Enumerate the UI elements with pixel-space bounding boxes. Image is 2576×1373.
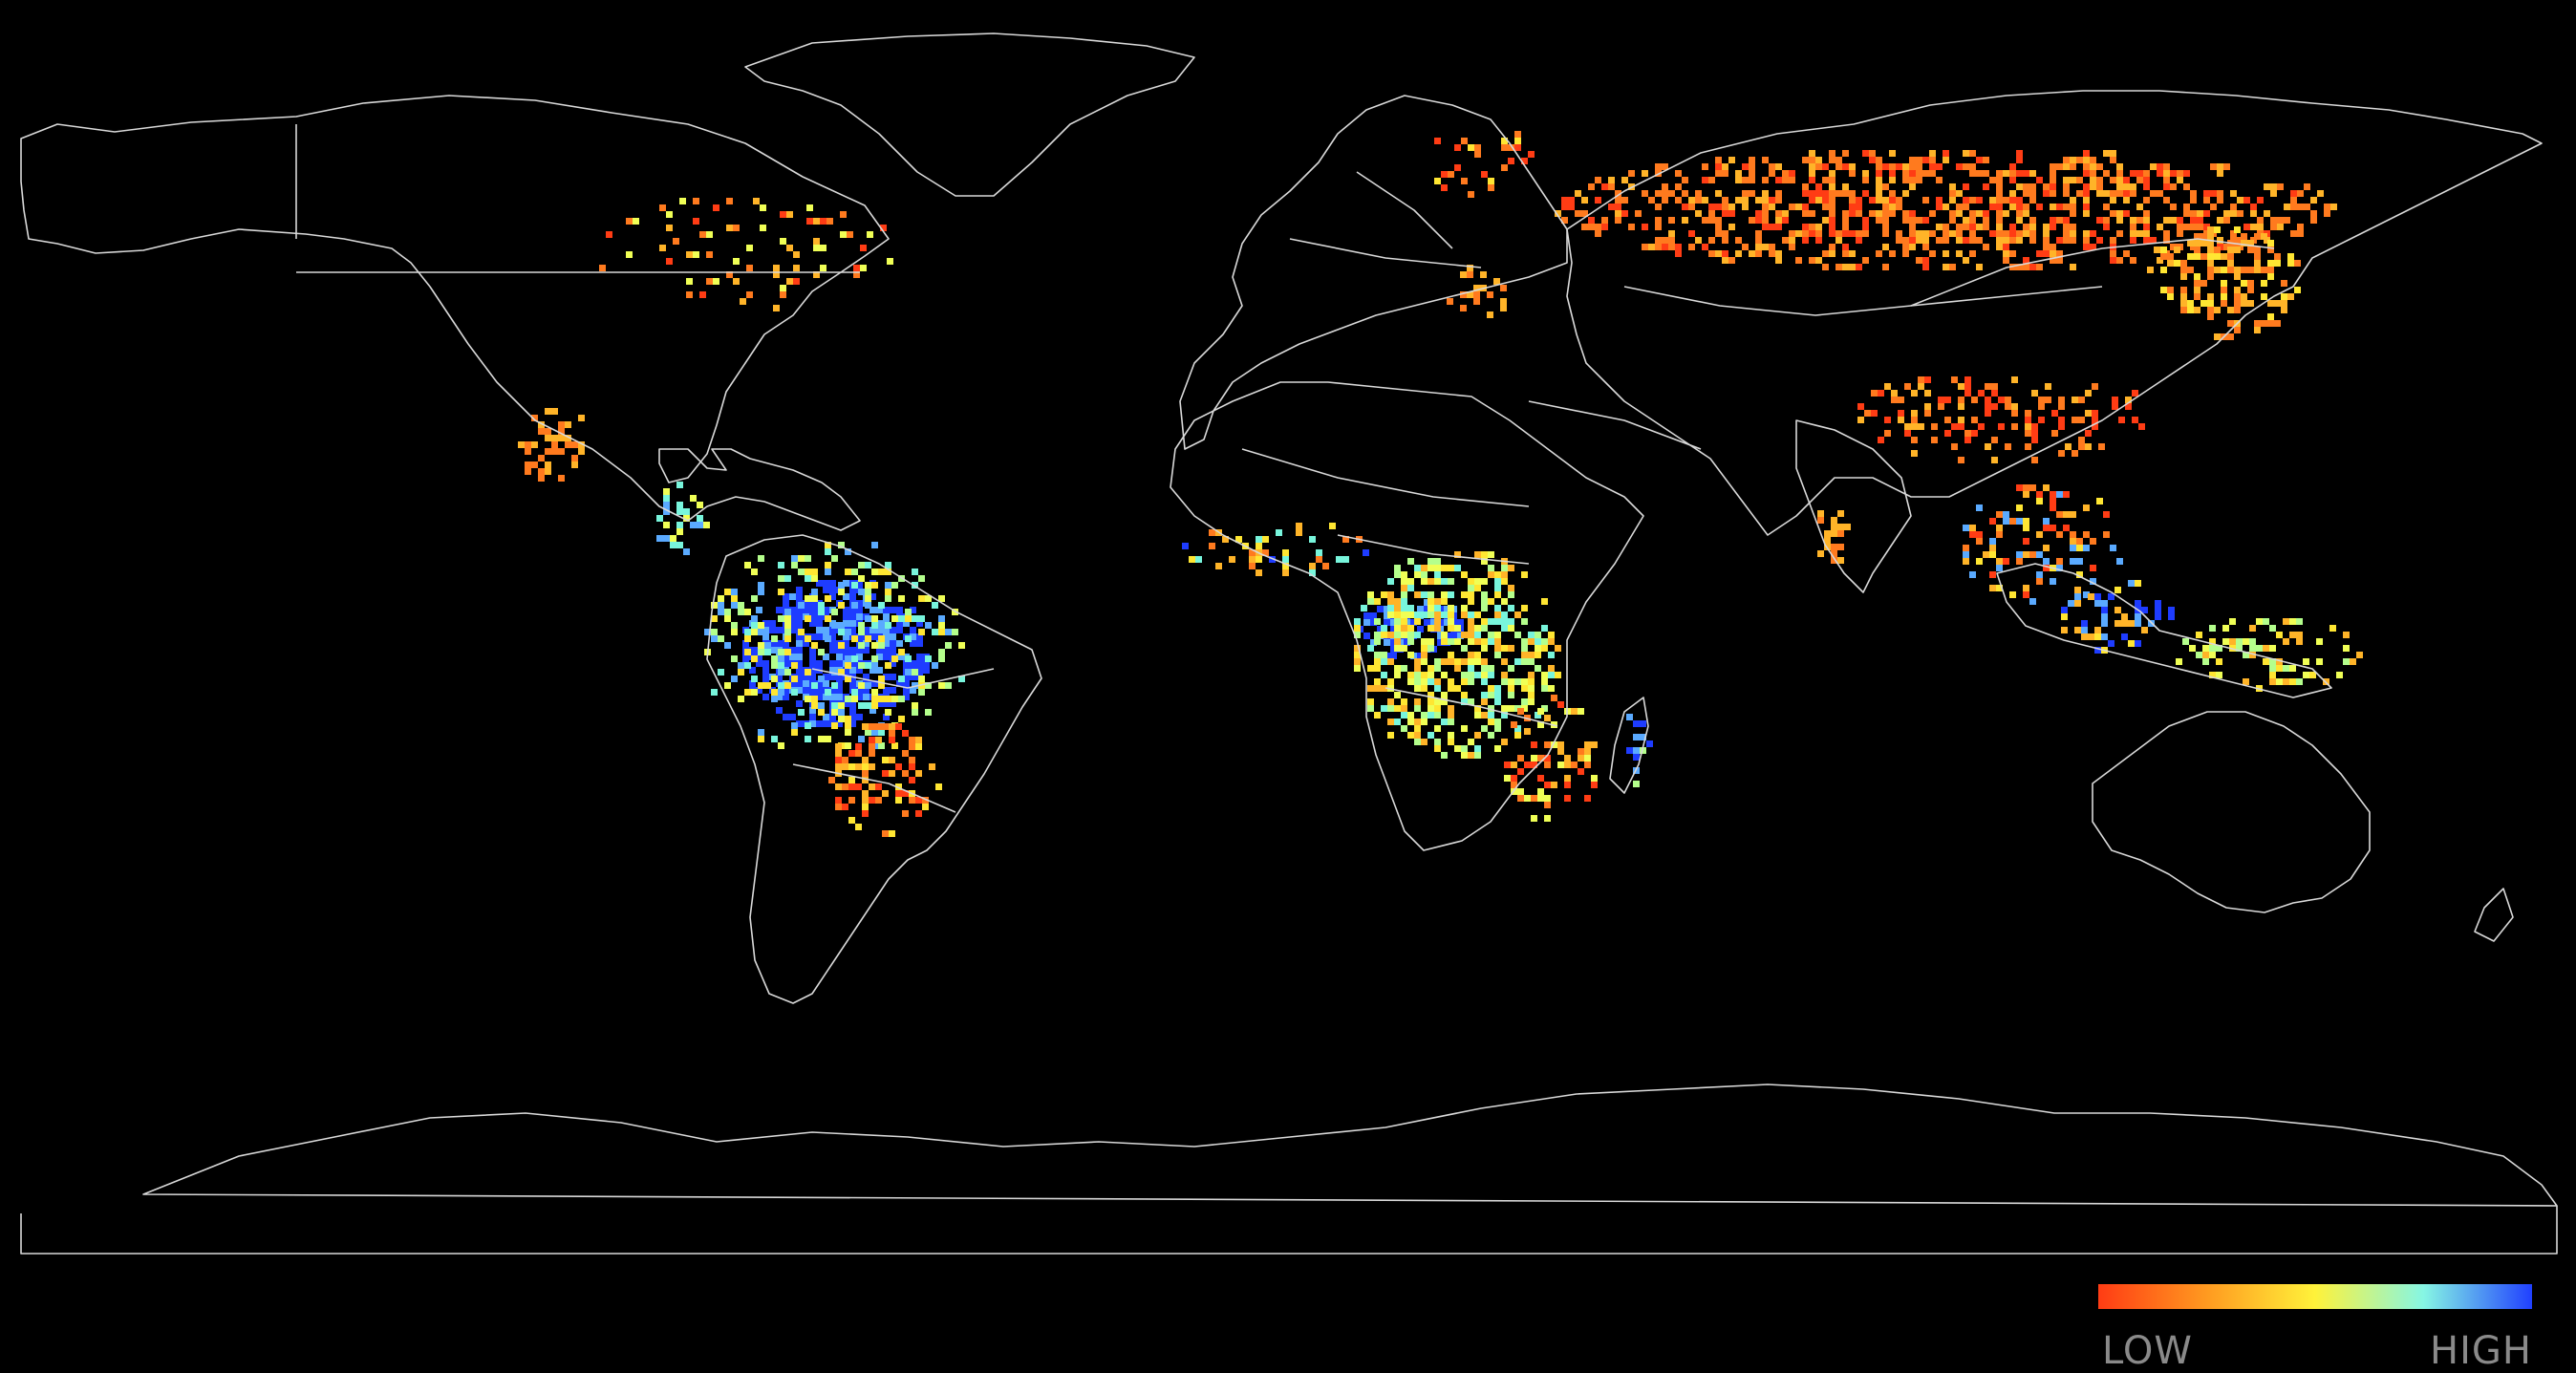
china-region [1857, 376, 2145, 463]
color-legend: LOW HIGH [2098, 1284, 2532, 1373]
brazil-south [828, 723, 942, 837]
southeast-asia [1963, 484, 2123, 605]
southeast-asia-islands-outline [1996, 563, 2332, 698]
border-middle-east [1528, 400, 1702, 450]
antarctica-outline [142, 1083, 2558, 1207]
new-zealand-outline [2474, 888, 2514, 942]
country-outlines [20, 32, 2558, 1255]
border-europe-2 [1356, 171, 1453, 249]
southeast-africa [1504, 695, 1598, 822]
scandinavia-region [1434, 131, 1535, 198]
india-outline [1795, 419, 1912, 593]
legend-gradient-bar [2098, 1284, 2532, 1309]
central-america [656, 482, 710, 555]
greenland-outline [744, 32, 1195, 197]
border-europe-1 [1289, 238, 1482, 268]
south-america-outline [706, 534, 1042, 1004]
legend-low-label: LOW [2102, 1329, 2193, 1373]
legend-high-label: HIGH [2430, 1329, 2532, 1373]
asia-outline [1566, 90, 2543, 536]
mexico-region [518, 408, 585, 482]
border-africa-central [1337, 534, 1530, 565]
congo-wide [1354, 551, 1561, 759]
india-west-coast [1817, 510, 1851, 564]
north-america-outline [20, 95, 890, 531]
border-south-america-2 [792, 763, 956, 813]
border-africa-south [1385, 687, 1558, 727]
border-south-america-1 [811, 668, 995, 689]
amazon-fringe [704, 542, 965, 749]
canada-region [599, 198, 893, 311]
africa-outline [1170, 381, 1644, 851]
border-africa-north [1241, 448, 1530, 507]
europe-outline [1179, 95, 1568, 450]
border-china-russia [1910, 238, 2275, 307]
australia-outline [2092, 711, 2371, 913]
indonesia-region [2176, 618, 2363, 692]
density-raster-layer [518, 131, 2363, 837]
madagascar-outline [1609, 697, 1649, 794]
border-central-asia [1623, 286, 2103, 316]
antarctica-frame-outline [20, 1206, 2558, 1255]
